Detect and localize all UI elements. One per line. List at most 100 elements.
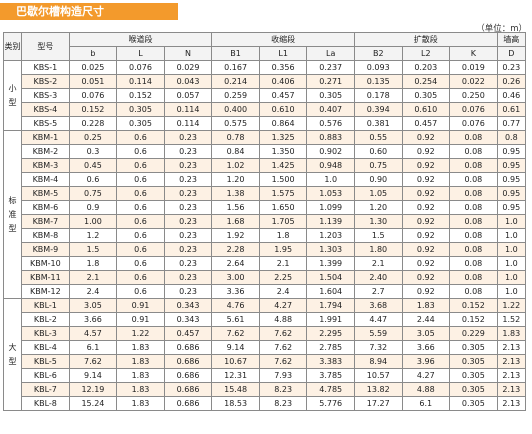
value-cell-l: 0.6 <box>116 186 165 201</box>
value-cell-b1: 15.48 <box>211 382 260 397</box>
value-cell-la: 0.576 <box>306 116 355 131</box>
value-cell-l1: 2.1 <box>258 256 308 271</box>
value-cell-l1: 0.406 <box>258 74 308 89</box>
value-cell-l: 1.83 <box>116 382 165 397</box>
value-cell-l1: 1.575 <box>258 186 308 201</box>
value-cell-l: 0.91 <box>116 298 165 313</box>
value-cell-k: 0.076 <box>449 102 498 117</box>
value-cell-l1: 7.62 <box>258 326 308 341</box>
value-cell-d: 0.95 <box>496 158 527 173</box>
value-cell-la: 5.776 <box>306 396 355 411</box>
value-cell-d: 2.13 <box>496 340 527 355</box>
value-cell-b: 1.8 <box>68 256 118 271</box>
value-cell-b1: 0.400 <box>211 102 260 117</box>
value-cell-b2: 7.32 <box>353 340 403 355</box>
value-cell-la: 1.303 <box>306 242 355 257</box>
value-cell-d: 2.13 <box>496 368 527 383</box>
value-cell-l: 0.6 <box>116 172 165 187</box>
value-cell-l1: 1.650 <box>258 200 308 215</box>
header-col-K: K <box>449 46 498 61</box>
table-row: KBL-3 4.57 1.22 0.457 7.62 7.62 2.295 5.59 3.05 0… <box>4 326 527 341</box>
value-cell-b: 0.076 <box>68 88 118 103</box>
value-cell-n: 0.23 <box>163 186 213 201</box>
value-cell-k: 0.08 <box>449 228 498 243</box>
value-cell-l2: 0.305 <box>401 88 451 103</box>
value-cell-l1: 7.62 <box>258 354 308 369</box>
value-cell-b2: 0.381 <box>353 116 403 131</box>
table-header: 类别 型号 喉道段 收缩段 扩散段 墙高 b L N B1 L1 La B2 L… <box>2 32 527 61</box>
table-row: KBM-7 1.00 0.6 0.23 1.68 1.705 1.139 1.30 0.92 0.… <box>4 214 527 229</box>
value-cell-la: 0.407 <box>306 102 355 117</box>
value-cell-n: 0.23 <box>163 214 213 229</box>
model-cell: KBM-6 <box>21 200 70 215</box>
value-cell-l1: 1.95 <box>258 242 308 257</box>
value-cell-b: 9.14 <box>68 368 118 383</box>
value-cell-d: 1.0 <box>496 270 527 285</box>
value-cell-b: 3.66 <box>68 312 118 327</box>
value-cell-k: 0.08 <box>449 130 498 145</box>
table-row: KBL-5 7.62 1.83 0.686 10.67 7.62 3.383 8.94 3.96… <box>4 354 527 369</box>
value-cell-l2: 0.92 <box>401 172 451 187</box>
value-cell-b: 0.25 <box>68 130 118 145</box>
table-row: KBM-3 0.45 0.6 0.23 1.02 1.425 0.948 0.75 0.92 0.… <box>4 158 527 173</box>
value-cell-la: 1.099 <box>306 200 355 215</box>
table-row: KBL-8 15.24 1.83 0.686 18.53 8.23 5.776 17.27 6.… <box>4 396 527 411</box>
value-cell-b2: 10.57 <box>353 368 403 383</box>
value-cell-l: 0.076 <box>116 60 165 75</box>
value-cell-l: 0.6 <box>116 284 165 299</box>
value-cell-l1: 2.4 <box>258 284 308 299</box>
table-row: KBM-5 0.75 0.6 0.23 1.38 1.575 1.053 1.05 0.92 0.… <box>4 186 527 201</box>
value-cell-k: 0.08 <box>449 256 498 271</box>
value-cell-b: 1.2 <box>68 228 118 243</box>
value-cell-n: 0.23 <box>163 172 213 187</box>
value-cell-b1: 1.92 <box>211 228 260 243</box>
value-cell-l2: 0.92 <box>401 284 451 299</box>
table-row: KBM-6 0.9 0.6 0.23 1.56 1.650 1.099 1.20 0.92 0.0… <box>4 200 527 215</box>
header-col-b: b <box>68 46 118 61</box>
value-cell-l1: 1.425 <box>258 158 308 173</box>
header-col-L1: L1 <box>258 46 308 61</box>
value-cell-d: 0.46 <box>496 88 527 103</box>
value-cell-l: 1.83 <box>116 396 165 411</box>
value-cell-l2: 4.88 <box>401 382 451 397</box>
value-cell-b1: 4.76 <box>211 298 260 313</box>
value-cell-l1: 8.23 <box>258 382 308 397</box>
value-cell-b2: 1.05 <box>353 186 403 201</box>
value-cell-n: 0.23 <box>163 284 213 299</box>
value-cell-k: 0.305 <box>449 354 498 369</box>
table-row: 大型 KBL-1 3.05 0.91 0.343 4.76 4.27 1.794 3.68 1.8… <box>2 298 527 411</box>
header-col-B1: B1 <box>211 46 260 61</box>
value-cell-l: 0.305 <box>116 116 165 131</box>
value-cell-la: 0.883 <box>306 130 355 145</box>
value-cell-l: 0.91 <box>116 312 165 327</box>
model-cell: KBL-1 <box>21 298 70 313</box>
table-row: 标准型 KBM-1 0.25 0.6 0.23 0.78 1.325 0.883 0.55 0.9… <box>2 130 527 299</box>
value-cell-l1: 0.457 <box>258 88 308 103</box>
value-cell-l2: 0.92 <box>401 270 451 285</box>
value-cell-l2: 6.1 <box>401 396 451 411</box>
value-cell-d: 2.13 <box>496 382 527 397</box>
value-cell-b1: 0.84 <box>211 144 260 159</box>
value-cell-b2: 0.55 <box>353 130 403 145</box>
model-cell: KBM-3 <box>21 158 70 173</box>
table-row: KBS-4 0.152 0.305 0.114 0.400 0.610 0.407 0.394… <box>4 102 527 117</box>
value-cell-l2: 0.610 <box>401 102 451 117</box>
value-cell-la: 1.504 <box>306 270 355 285</box>
value-cell-l: 0.6 <box>116 200 165 215</box>
value-cell-b1: 7.62 <box>211 326 260 341</box>
value-cell-n: 0.114 <box>163 102 213 117</box>
value-cell-l: 0.114 <box>116 74 165 89</box>
value-cell-l: 0.6 <box>116 214 165 229</box>
value-cell-l1: 1.350 <box>258 144 308 159</box>
value-cell-l2: 3.66 <box>401 340 451 355</box>
value-cell-d: 1.0 <box>496 214 527 229</box>
value-cell-b2: 2.1 <box>353 256 403 271</box>
value-cell-k: 0.019 <box>449 60 498 75</box>
value-cell-n: 0.057 <box>163 88 213 103</box>
value-cell-b1: 0.575 <box>211 116 260 131</box>
value-cell-l1: 1.325 <box>258 130 308 145</box>
value-cell-b2: 1.5 <box>353 228 403 243</box>
value-cell-b2: 2.40 <box>353 270 403 285</box>
header-group-wall: 墙高 <box>496 32 527 47</box>
value-cell-l2: 0.92 <box>401 200 451 215</box>
